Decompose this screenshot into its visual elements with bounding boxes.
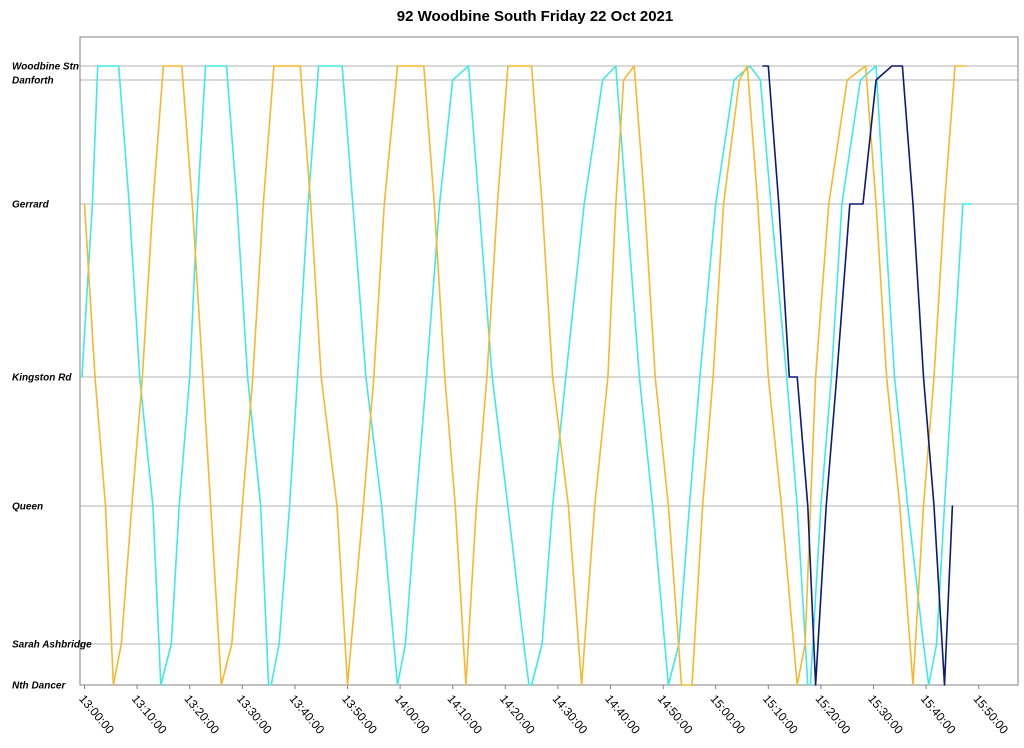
x-tick-label: 13:30:00: [234, 692, 275, 737]
series-line-cyan-0: [81, 65, 270, 686]
x-tick-label: 14:10:00: [444, 692, 485, 737]
x-tick-label: 13:10:00: [129, 692, 170, 737]
x-tick-label: 15:10:00: [760, 692, 801, 737]
chart-title: 92 Woodbine South Friday 22 Oct 2021: [397, 8, 673, 25]
stop-labels: Woodbine Stn Danforth Gerrard Kingston Rd Qu…: [12, 62, 92, 692]
x-tick-label: 13:00:00: [76, 692, 117, 737]
stop-label-kingston-rd: Kingston Rd: [12, 373, 72, 384]
stop-label-danforth: Danforth: [12, 76, 54, 87]
x-tick-label: 13:20:00: [181, 692, 222, 737]
series-line-orange-4: [83, 65, 967, 686]
series-line-cyan-2: [530, 65, 809, 686]
x-tick-label: 14:00:00: [392, 692, 433, 737]
series-line-cyan-3: [809, 65, 972, 686]
x-tick-label: 15:40:00: [918, 692, 959, 737]
x-tick-label: 15:20:00: [813, 692, 854, 737]
plot-area: [79, 36, 1019, 686]
series-line-navy-5: [762, 65, 954, 686]
x-tick-label: 15:00:00: [707, 692, 748, 737]
stop-label-woodbine-stn: Woodbine Stn: [12, 62, 79, 73]
x-tick-label: 15:30:00: [865, 692, 906, 737]
x-axis-labels: 13:00:00 13:10:00 13:20:00 13:30:00 13:40:00…: [76, 692, 1011, 737]
x-tick-label: 14:50:00: [655, 692, 696, 737]
series-line-cyan-1: [270, 65, 530, 686]
x-tick-label: 13:40:00: [287, 692, 328, 737]
series-layer: [81, 65, 972, 686]
stop-label-sarah-ashbridge: Sarah Ashbridge: [12, 640, 92, 651]
x-tick-label: 14:20:00: [497, 692, 538, 737]
x-tick-label: 14:40:00: [602, 692, 643, 737]
x-tick-label: 15:50:00: [970, 692, 1011, 737]
stop-label-nth-dancer: Nth Dancer: [12, 681, 66, 692]
stop-label-queen: Queen: [12, 502, 43, 513]
x-tick-label: 14:30:00: [550, 692, 591, 737]
stop-label-gerrard: Gerrard: [12, 200, 50, 211]
x-tick-label: 13:50:00: [339, 692, 380, 737]
